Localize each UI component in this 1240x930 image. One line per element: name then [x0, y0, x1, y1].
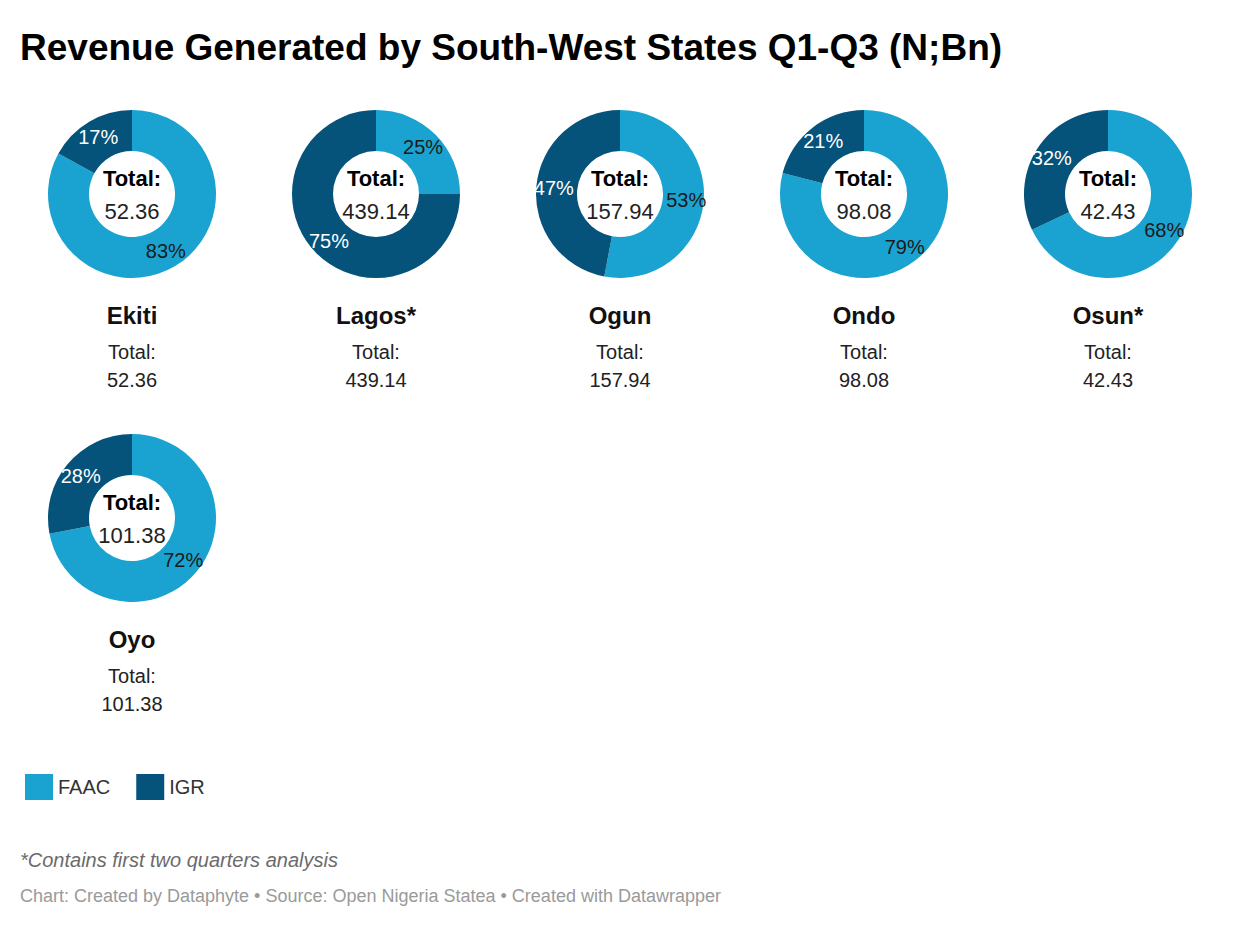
svg-text:53%: 53% — [666, 189, 706, 211]
svg-text:Chart: Created by Dataphyte •: Chart: Created by Dataphyte • Source: Op… — [20, 886, 721, 906]
svg-text:Ogun: Ogun — [589, 302, 652, 329]
svg-text:79%: 79% — [885, 236, 925, 258]
svg-text:52.36: 52.36 — [107, 369, 157, 391]
svg-text:52.36: 52.36 — [104, 199, 159, 224]
svg-text:Total:: Total: — [1084, 341, 1132, 363]
svg-text:Total:: Total: — [591, 166, 649, 191]
svg-text:Total:: Total: — [108, 665, 156, 687]
svg-text:Total:: Total: — [352, 341, 400, 363]
svg-text:72%: 72% — [163, 549, 203, 571]
svg-text:439.14: 439.14 — [342, 199, 409, 224]
svg-text:47%: 47% — [534, 177, 574, 199]
svg-text:Total:: Total: — [596, 341, 644, 363]
svg-text:Total:: Total: — [1079, 166, 1137, 191]
svg-text:Total:: Total: — [108, 341, 156, 363]
svg-text:Ondo: Ondo — [833, 302, 896, 329]
svg-text:FAAC: FAAC — [58, 776, 110, 798]
svg-text:Total:: Total: — [840, 341, 888, 363]
svg-text:*Contains first two quarters a: *Contains first two quarters analysis — [20, 849, 338, 871]
svg-text:101.38: 101.38 — [101, 693, 162, 715]
svg-text:Total:: Total: — [103, 490, 161, 515]
svg-text:42.43: 42.43 — [1080, 199, 1135, 224]
svg-text:98.08: 98.08 — [836, 199, 891, 224]
svg-text:21%: 21% — [803, 130, 843, 152]
svg-text:157.94: 157.94 — [589, 369, 650, 391]
svg-text:Osun*: Osun* — [1073, 302, 1144, 329]
svg-text:75%: 75% — [309, 230, 349, 252]
svg-text:32%: 32% — [1032, 147, 1072, 169]
svg-text:Ekiti: Ekiti — [107, 302, 158, 329]
svg-text:157.94: 157.94 — [586, 199, 653, 224]
svg-text:Total:: Total: — [103, 166, 161, 191]
svg-text:Total:: Total: — [835, 166, 893, 191]
svg-text:25%: 25% — [403, 136, 443, 158]
svg-text:98.08: 98.08 — [839, 369, 889, 391]
svg-text:IGR: IGR — [169, 776, 205, 798]
svg-text:Lagos*: Lagos* — [336, 302, 417, 329]
svg-text:42.43: 42.43 — [1083, 369, 1133, 391]
svg-text:68%: 68% — [1144, 219, 1184, 241]
svg-text:101.38: 101.38 — [98, 523, 165, 548]
svg-text:439.14: 439.14 — [345, 369, 406, 391]
svg-text:Revenue Generated by South-Wes: Revenue Generated by South-West States Q… — [20, 27, 1002, 68]
svg-text:28%: 28% — [61, 465, 101, 487]
svg-text:Oyo: Oyo — [109, 626, 156, 653]
svg-text:83%: 83% — [146, 240, 186, 262]
svg-text:17%: 17% — [78, 126, 118, 148]
svg-text:Total:: Total: — [347, 166, 405, 191]
